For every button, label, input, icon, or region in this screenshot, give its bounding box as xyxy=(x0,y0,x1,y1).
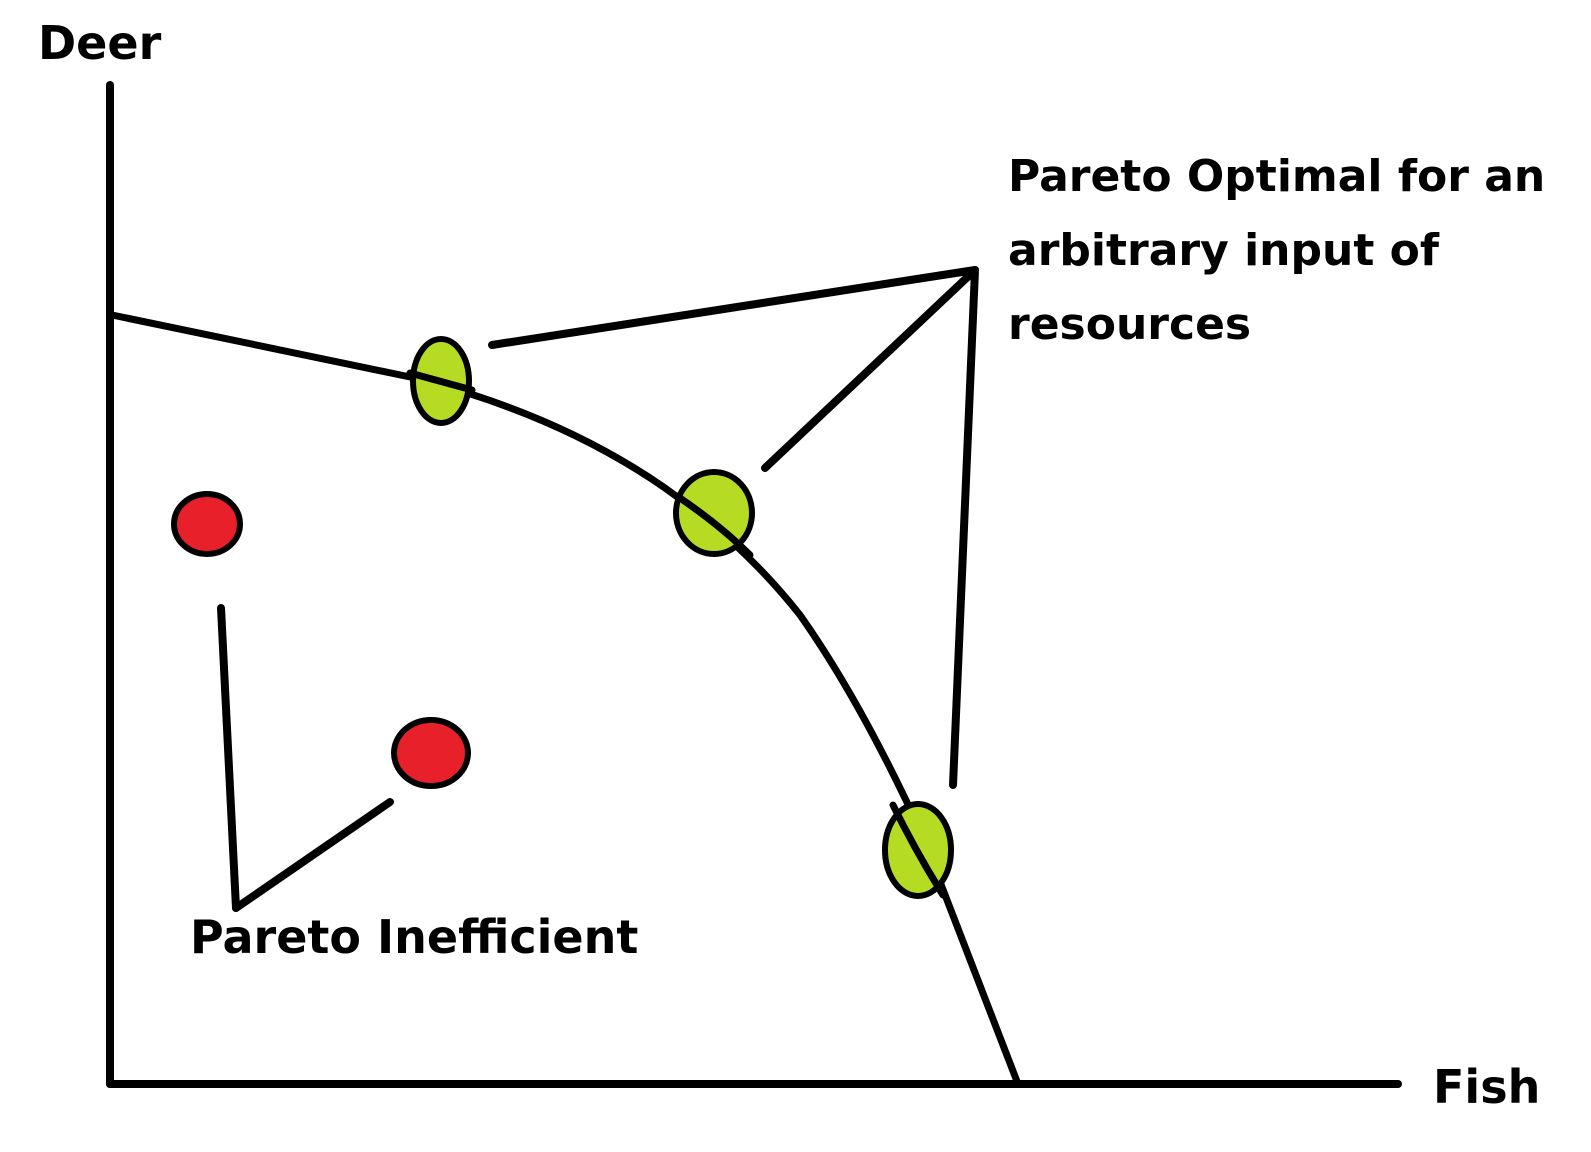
inefficient-leader-1 xyxy=(217,604,240,912)
pareto-optimal-label-line: resources xyxy=(1008,299,1252,350)
frontier-curve-overlay xyxy=(406,369,476,394)
inefficient-point xyxy=(391,717,471,789)
pareto-optimal-label-line: arbitrary input of xyxy=(1008,225,1440,276)
y-axis-label: Deer xyxy=(38,16,162,70)
pareto-inefficient-label: Pareto Inefficient xyxy=(190,910,639,964)
optimal-point xyxy=(673,469,755,557)
optimal-leader-1 xyxy=(488,266,979,349)
frontier-curve-overlay xyxy=(673,492,754,559)
pareto-optimal-label-line: Pareto Optimal for an xyxy=(1008,151,1546,202)
frontier-curve-overlay xyxy=(889,801,947,899)
frontier-curve xyxy=(108,311,1022,1088)
optimal-leader-3 xyxy=(949,266,979,789)
x-axis-label: Fish xyxy=(1433,1060,1541,1114)
pareto-optimal-label: Pareto Optimal for an arbitrary input of… xyxy=(1008,140,1588,362)
inefficient-leader-2 xyxy=(232,798,394,912)
optimal-leader-2 xyxy=(761,266,979,472)
inefficient-point xyxy=(171,491,243,557)
